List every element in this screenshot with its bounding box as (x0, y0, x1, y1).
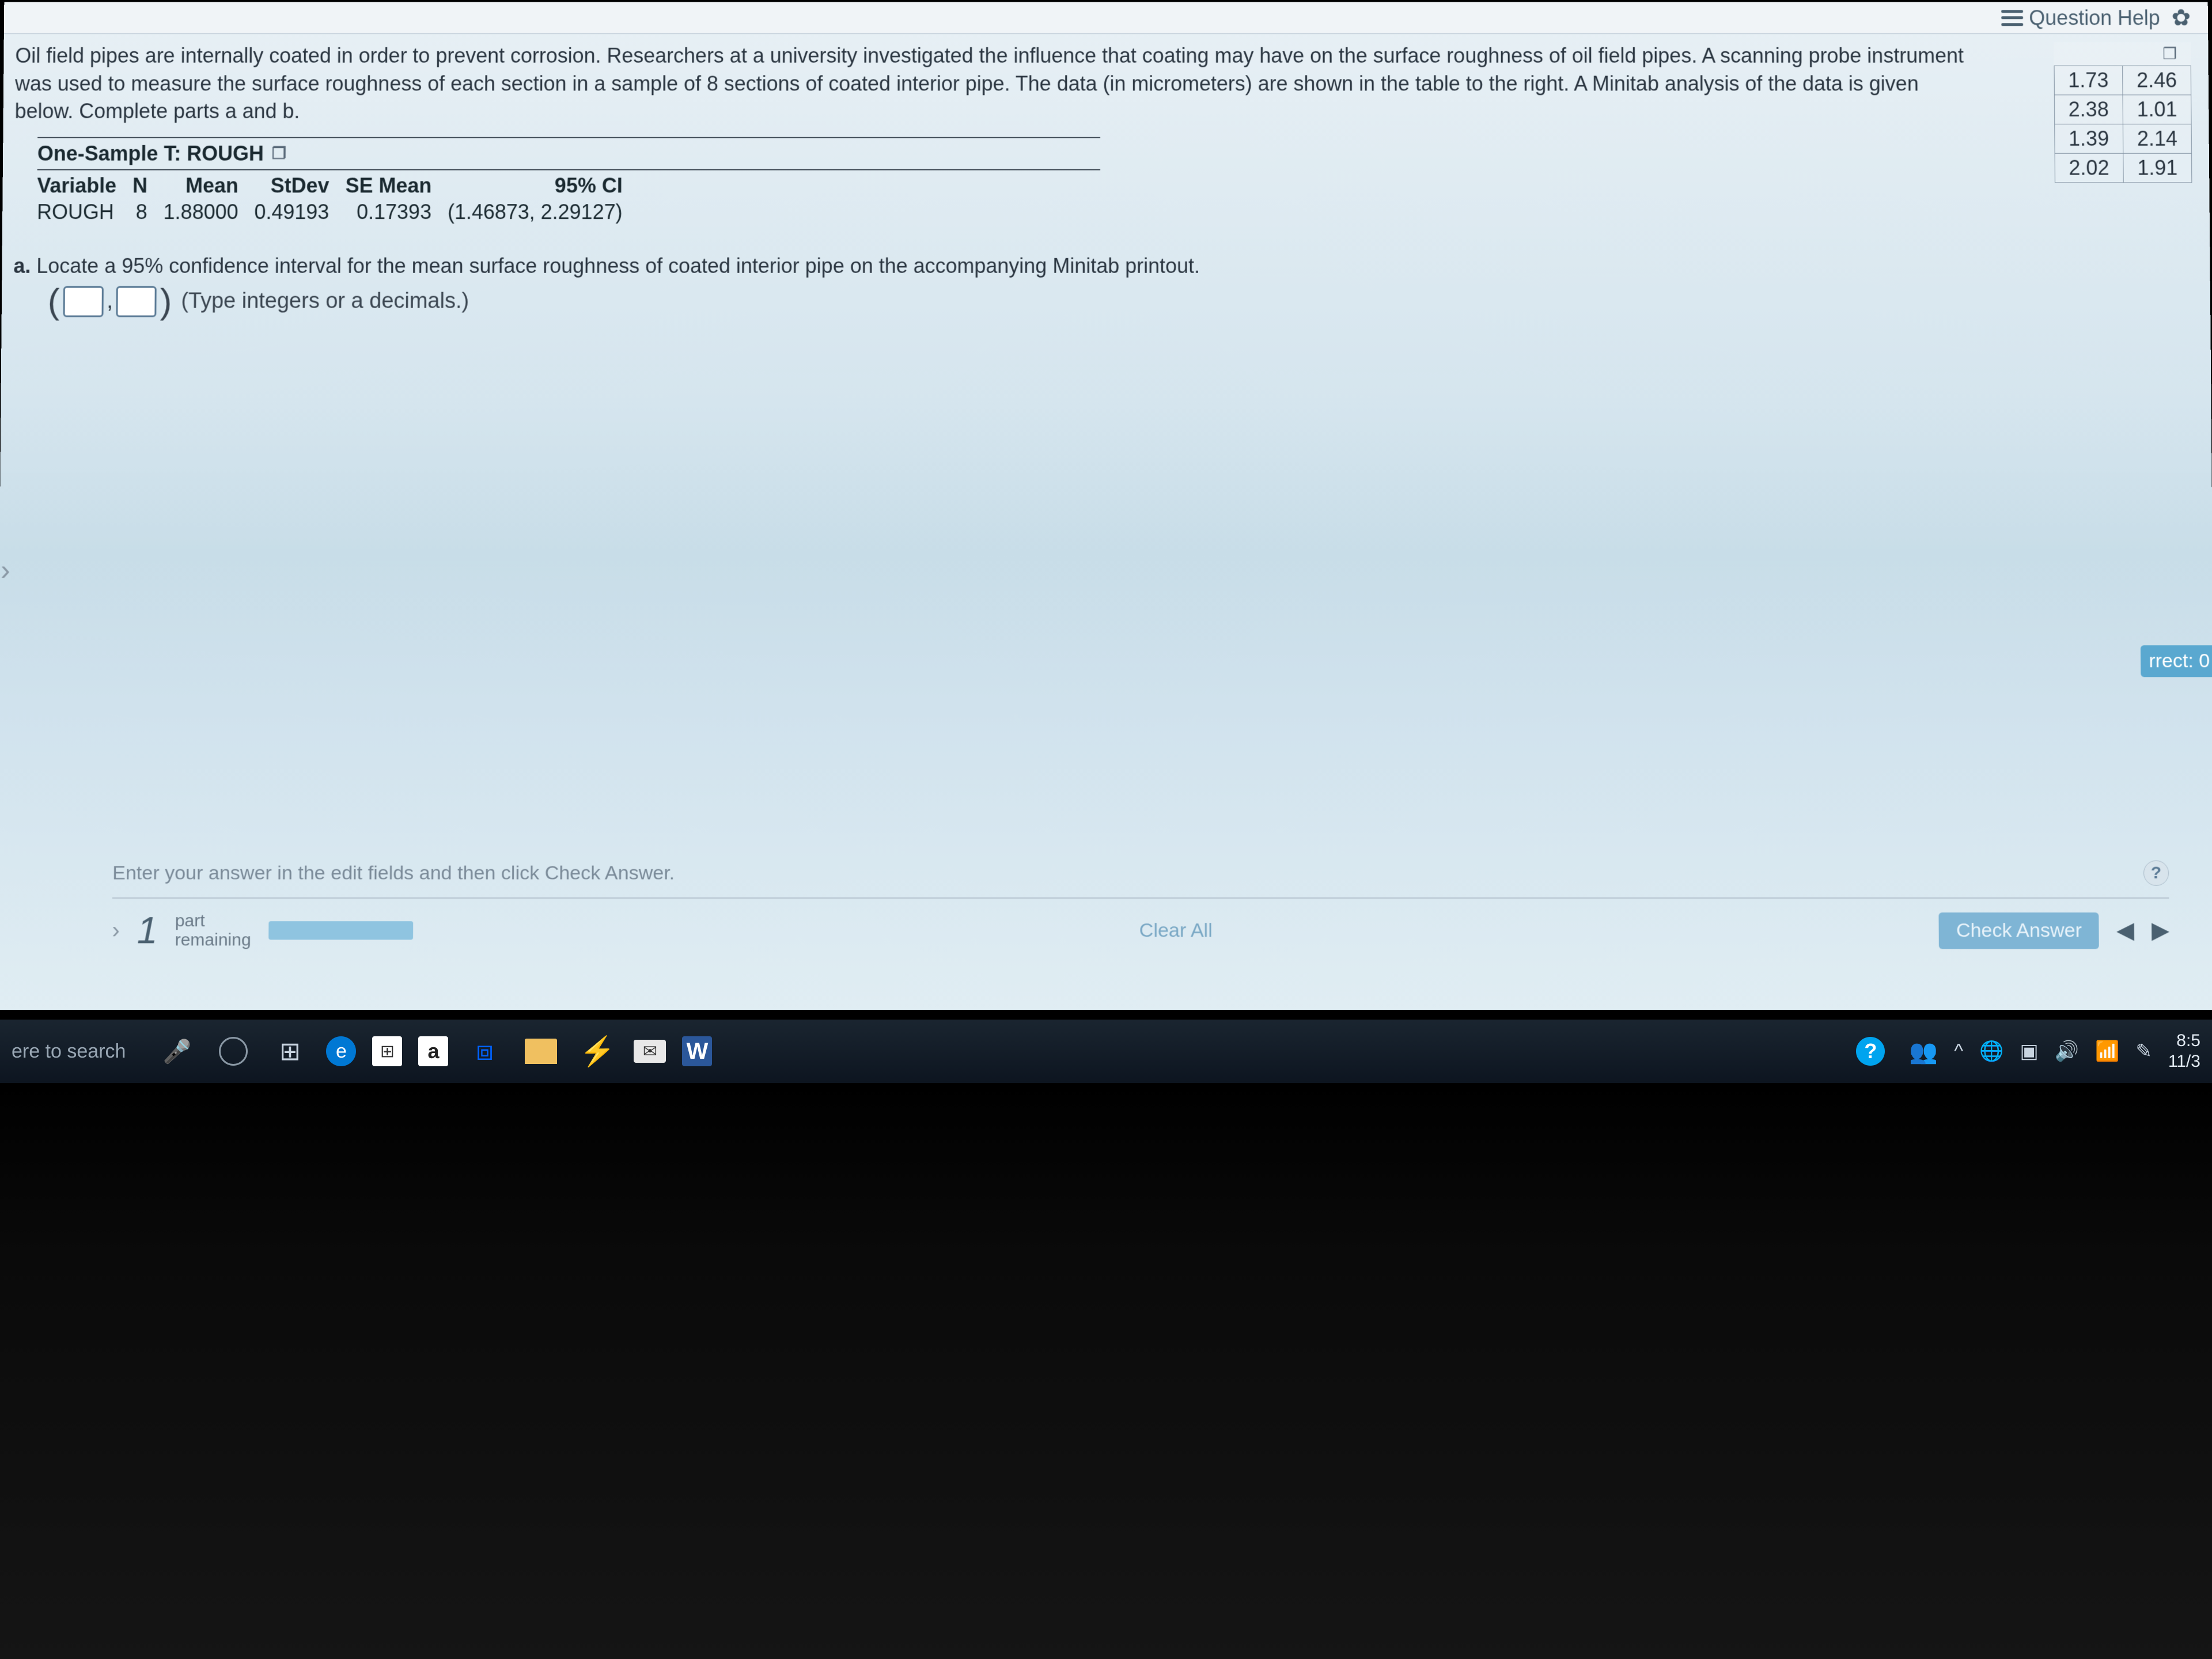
mic-icon[interactable]: 🎤 (157, 1031, 197, 1071)
table-row: 1.732.46 (2054, 66, 2191, 95)
copy-icon[interactable]: ❐ (272, 144, 286, 163)
part-a-text: Locate a 95% confidence interval for the… (36, 254, 1200, 278)
question-help-button[interactable]: Question Help (2001, 6, 2160, 30)
footer-hint-text: Enter your answer in the edit fields and… (112, 862, 675, 884)
clear-all-button[interactable]: Clear All (1139, 919, 1213, 942)
answer-row: ( , ) (Type integers or a decimals.) (48, 286, 2194, 317)
store-icon[interactable]: ⊞ (372, 1036, 402, 1066)
amazon-icon[interactable]: a (418, 1036, 448, 1066)
answer-input-1[interactable] (63, 286, 103, 317)
edge-icon[interactable]: e (326, 1036, 356, 1066)
parts-chevron-icon[interactable]: › (112, 918, 120, 944)
gear-icon[interactable]: ✿ (2171, 5, 2191, 31)
taskbar-search[interactable]: ere to search (12, 1040, 126, 1063)
pen-icon[interactable]: ✎ (2135, 1040, 2152, 1063)
content-area: ❐ 1.732.46 2.381.01 1.392.14 2.021.91 Oi… (13, 42, 2194, 317)
table-row: 2.381.01 (2054, 95, 2191, 124)
prev-arrow-icon[interactable]: ◀ (2116, 917, 2134, 944)
close-paren: ) (160, 289, 172, 314)
taskbar-clock[interactable]: 8:5 11/3 (2168, 1031, 2200, 1072)
table-row: 2.021.91 (2055, 153, 2192, 183)
help-app-icon[interactable]: ? (1856, 1037, 1885, 1066)
question-help-label: Question Help (2029, 6, 2160, 30)
progress-bar (268, 921, 413, 940)
lightning-icon[interactable]: ⚡ (577, 1031, 618, 1071)
part-a: a. Locate a 95% confidence interval for … (13, 254, 2194, 317)
word-icon[interactable]: W (682, 1036, 712, 1066)
cortana-icon[interactable] (213, 1031, 253, 1071)
app-screen: Question Help ✿ ❐ 1.732.46 2.381.01 1.39… (0, 2, 2212, 1010)
windows-taskbar: ere to search 🎤 ⊞ e ⊞ a ⧈ ⚡ ✉ W ? 👥 ^ 🌐 … (0, 1020, 2212, 1083)
tray-chevron-icon[interactable]: ^ (1954, 1040, 1963, 1063)
file-explorer-icon[interactable] (521, 1031, 561, 1071)
parts-label: part remaining (175, 911, 251, 949)
copy-icon[interactable]: ❐ (2162, 45, 2177, 63)
hamburger-icon (2002, 10, 2024, 26)
battery-icon[interactable]: ▣ (2020, 1040, 2039, 1063)
top-toolbar: Question Help ✿ (4, 2, 2208, 34)
parts-count: 1 (137, 909, 158, 952)
laptop-bezel (0, 1083, 2212, 1659)
answer-input-2[interactable] (116, 286, 157, 317)
dropbox-icon[interactable]: ⧈ (464, 1031, 505, 1071)
network-icon[interactable]: 🌐 (1979, 1040, 2003, 1063)
open-paren: ( (48, 289, 60, 314)
prev-page-chevron[interactable]: › (1, 553, 10, 586)
mail-icon[interactable]: ✉ (634, 1040, 666, 1063)
correct-badge: rrect: 0 (2141, 645, 2212, 677)
table-row: 1.392.14 (2055, 124, 2192, 154)
comma: , (107, 289, 113, 314)
taskview-icon[interactable]: ⊞ (270, 1031, 310, 1071)
minitab-title: One-Sample T: ROUGH (37, 142, 264, 166)
problem-text: Oil field pipes are internally coated in… (14, 42, 1967, 126)
wifi-icon[interactable]: 📶 (2095, 1040, 2119, 1063)
volume-icon[interactable]: 🔊 (2055, 1040, 2079, 1063)
help-icon[interactable]: ? (2143, 861, 2169, 886)
minitab-output: One-Sample T: ROUGH ❐ Variable N Mean St… (37, 137, 2192, 225)
next-arrow-icon[interactable]: ▶ (2152, 917, 2169, 944)
people-icon[interactable]: 👥 (1909, 1038, 1938, 1065)
footer: Enter your answer in the edit fields and… (112, 861, 2169, 952)
part-a-label: a. (13, 254, 31, 278)
check-answer-button[interactable]: Check Answer (1939, 912, 2100, 949)
data-table: ❐ 1.732.46 2.381.01 1.392.14 2.021.91 (2054, 42, 2192, 183)
answer-hint: (Type integers or a decimals.) (181, 289, 469, 314)
